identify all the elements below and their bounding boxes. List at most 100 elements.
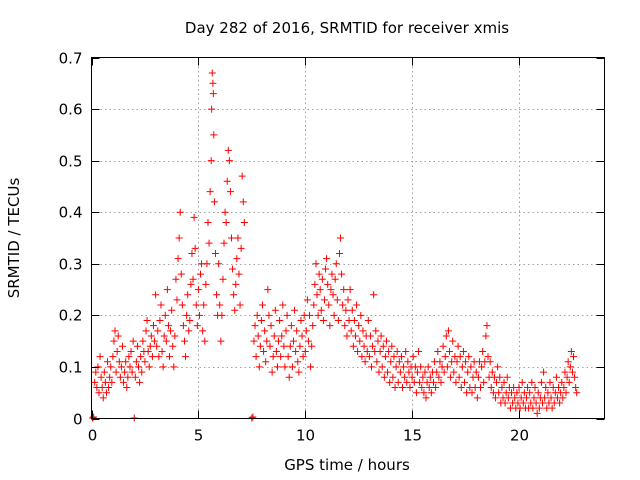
data-point — [316, 286, 324, 294]
data-point — [288, 363, 296, 371]
data-point — [464, 368, 472, 376]
y-tick-label: 0.7 — [59, 50, 83, 68]
data-point — [571, 373, 579, 381]
data-point — [465, 353, 473, 361]
data-point — [153, 342, 161, 350]
data-point — [237, 244, 245, 252]
data-point — [107, 363, 115, 371]
data-point — [102, 389, 110, 397]
data-point — [456, 353, 464, 361]
data-point — [452, 378, 460, 386]
data-point — [306, 311, 314, 319]
data-point — [277, 353, 285, 361]
data-point — [99, 394, 107, 402]
data-point — [190, 213, 198, 221]
data-point — [308, 342, 316, 350]
data-point — [166, 353, 174, 361]
data-point — [503, 373, 511, 381]
data-point — [143, 317, 151, 325]
data-point — [544, 389, 552, 397]
data-point — [299, 353, 307, 361]
data-point — [434, 347, 442, 355]
data-point — [304, 337, 312, 345]
data-point — [144, 347, 152, 355]
data-point — [240, 219, 248, 227]
data-point — [540, 368, 548, 376]
data-point — [441, 353, 449, 361]
data-point — [310, 301, 318, 309]
data-point — [287, 322, 295, 330]
data-point — [136, 378, 144, 386]
data-point — [563, 373, 571, 381]
data-point — [130, 414, 138, 422]
data-point — [417, 363, 425, 371]
data-point — [567, 347, 575, 355]
data-point — [157, 301, 165, 309]
data-point — [528, 378, 536, 386]
data-point — [309, 322, 317, 330]
data-point — [522, 394, 530, 402]
x-tick-label: 5 — [194, 427, 204, 445]
data-point — [440, 368, 448, 376]
data-point — [318, 275, 326, 283]
data-point — [148, 353, 156, 361]
data-point — [120, 378, 128, 386]
data-point — [171, 332, 179, 340]
data-point — [158, 347, 166, 355]
data-point — [307, 363, 315, 371]
data-point — [570, 353, 578, 361]
data-point — [432, 384, 440, 392]
data-point — [325, 301, 333, 309]
data-point — [479, 347, 487, 355]
data-point — [437, 378, 445, 386]
data-point — [546, 378, 554, 386]
data-point — [392, 363, 400, 371]
x-tick-label: 0 — [88, 427, 98, 445]
data-point — [486, 358, 494, 366]
data-point — [548, 404, 556, 412]
data-point — [356, 337, 364, 345]
data-point — [403, 378, 411, 386]
y-tick-label: 0.6 — [59, 101, 83, 119]
data-point — [224, 146, 232, 154]
data-point — [132, 358, 140, 366]
data-point — [379, 342, 387, 350]
data-point — [254, 332, 262, 340]
data-point — [269, 353, 277, 361]
data-point — [163, 286, 171, 294]
data-point — [511, 394, 519, 402]
data-point — [271, 306, 279, 314]
data-point — [360, 342, 368, 350]
axis-ticks: 0 0.1 0.2 0.3 0.4 0.5 0.6 0.7 0 5 10 15 20 — [59, 50, 605, 445]
data-point — [565, 378, 573, 386]
data-point — [295, 368, 303, 376]
data-point — [225, 157, 233, 165]
data-point — [259, 301, 266, 309]
data-point — [114, 332, 122, 340]
data-point — [284, 353, 292, 361]
data-point — [137, 353, 145, 361]
data-point — [393, 347, 401, 355]
y-axis-label: SRMTID / TECUs — [5, 178, 23, 299]
data-point — [488, 368, 496, 376]
data-point — [375, 368, 383, 376]
data-point — [301, 347, 309, 355]
data-point — [436, 358, 444, 366]
data-point — [395, 358, 403, 366]
data-point — [320, 296, 328, 304]
data-point — [340, 286, 348, 294]
data-point — [413, 368, 421, 376]
data-point — [333, 296, 341, 304]
data-point — [193, 322, 201, 330]
data-point — [361, 358, 369, 366]
data-point — [297, 317, 305, 325]
data-point — [449, 337, 457, 345]
data-point — [331, 275, 339, 283]
data-point — [327, 286, 335, 294]
data-point — [161, 311, 169, 319]
data-point — [292, 347, 300, 355]
data-point — [351, 332, 359, 340]
data-point — [109, 353, 117, 361]
data-point — [323, 255, 331, 263]
